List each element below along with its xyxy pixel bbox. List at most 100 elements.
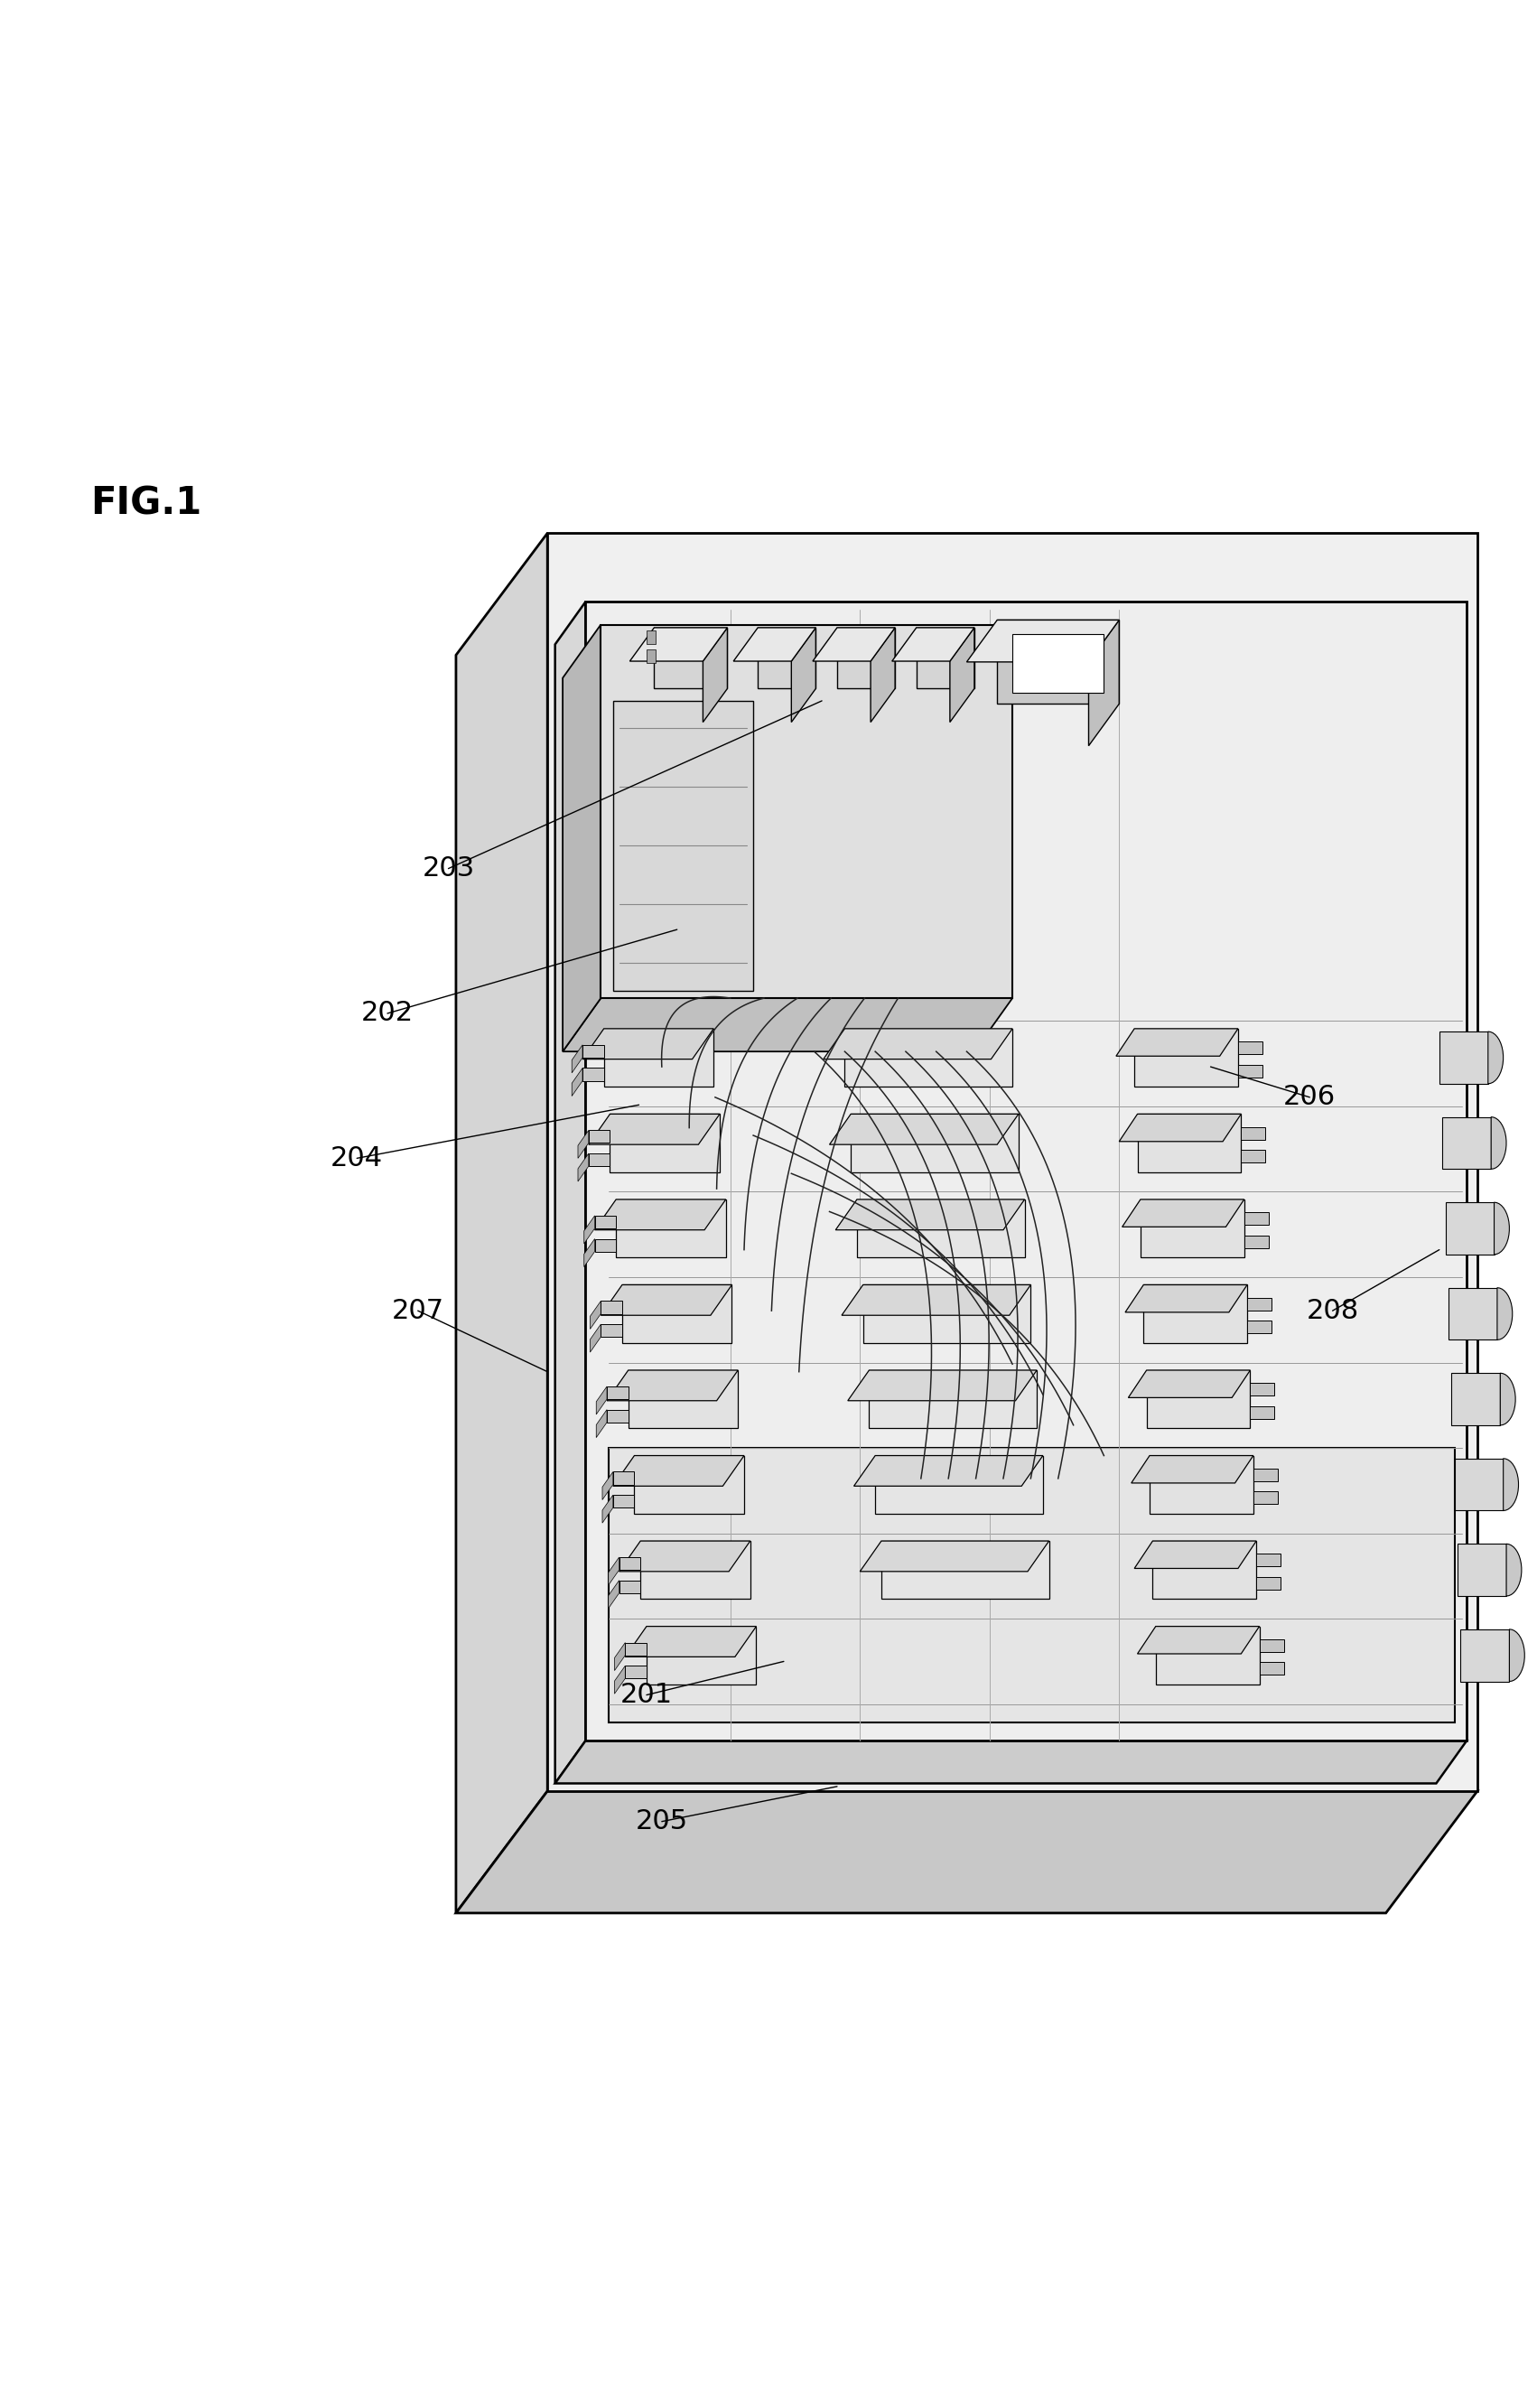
Polygon shape bbox=[1500, 1373, 1515, 1426]
Polygon shape bbox=[891, 628, 974, 662]
Polygon shape bbox=[589, 1153, 610, 1165]
Polygon shape bbox=[583, 1045, 604, 1057]
Polygon shape bbox=[563, 999, 1013, 1052]
Polygon shape bbox=[583, 1069, 604, 1081]
Polygon shape bbox=[813, 628, 895, 662]
Polygon shape bbox=[1442, 1117, 1491, 1168]
Polygon shape bbox=[607, 1387, 629, 1399]
Polygon shape bbox=[578, 1129, 589, 1158]
Polygon shape bbox=[1119, 1115, 1240, 1141]
Polygon shape bbox=[1253, 1491, 1277, 1505]
Polygon shape bbox=[1451, 1373, 1500, 1426]
Text: 205: 205 bbox=[635, 1808, 689, 1835]
Polygon shape bbox=[1247, 1298, 1271, 1310]
Polygon shape bbox=[836, 1199, 1025, 1230]
Polygon shape bbox=[870, 628, 895, 722]
Polygon shape bbox=[851, 1115, 1019, 1173]
Polygon shape bbox=[609, 1447, 1454, 1722]
Polygon shape bbox=[824, 1028, 1013, 1060]
Polygon shape bbox=[1237, 1040, 1262, 1055]
Polygon shape bbox=[619, 1558, 641, 1570]
Polygon shape bbox=[615, 1642, 626, 1671]
Polygon shape bbox=[586, 602, 1466, 1741]
Text: 207: 207 bbox=[392, 1298, 444, 1324]
Text: 208: 208 bbox=[1306, 1298, 1359, 1324]
Polygon shape bbox=[603, 1471, 613, 1500]
Polygon shape bbox=[758, 628, 816, 689]
Text: 206: 206 bbox=[1283, 1084, 1336, 1110]
Polygon shape bbox=[589, 1115, 719, 1144]
Text: 203: 203 bbox=[423, 855, 475, 881]
Polygon shape bbox=[1088, 619, 1119, 746]
Polygon shape bbox=[1445, 1202, 1494, 1255]
Polygon shape bbox=[1243, 1235, 1268, 1247]
Polygon shape bbox=[578, 1153, 589, 1182]
Polygon shape bbox=[1237, 1064, 1262, 1076]
Polygon shape bbox=[842, 1286, 1031, 1315]
Polygon shape bbox=[609, 1558, 619, 1584]
Polygon shape bbox=[555, 1741, 1466, 1784]
Polygon shape bbox=[1153, 1541, 1256, 1599]
Polygon shape bbox=[601, 1286, 732, 1315]
Polygon shape bbox=[1253, 1469, 1277, 1481]
Polygon shape bbox=[589, 1129, 610, 1144]
Polygon shape bbox=[610, 1115, 719, 1173]
Polygon shape bbox=[845, 1028, 1013, 1086]
Polygon shape bbox=[595, 1199, 725, 1230]
Polygon shape bbox=[563, 624, 601, 1052]
Polygon shape bbox=[967, 619, 1119, 662]
Polygon shape bbox=[1116, 1028, 1237, 1057]
Polygon shape bbox=[595, 1216, 616, 1228]
Polygon shape bbox=[572, 1069, 583, 1096]
Polygon shape bbox=[626, 1625, 756, 1657]
Polygon shape bbox=[604, 1028, 713, 1086]
Polygon shape bbox=[1259, 1662, 1283, 1676]
Polygon shape bbox=[1134, 1028, 1237, 1086]
Polygon shape bbox=[1488, 1031, 1503, 1084]
Polygon shape bbox=[635, 1454, 744, 1515]
Polygon shape bbox=[619, 1541, 750, 1572]
Polygon shape bbox=[792, 628, 816, 722]
Polygon shape bbox=[613, 1454, 744, 1486]
Polygon shape bbox=[855, 1454, 1044, 1486]
Polygon shape bbox=[641, 1541, 750, 1599]
Polygon shape bbox=[1494, 1202, 1509, 1255]
Polygon shape bbox=[607, 1409, 629, 1423]
Polygon shape bbox=[1448, 1288, 1497, 1339]
Polygon shape bbox=[607, 1370, 738, 1401]
Polygon shape bbox=[1243, 1211, 1268, 1226]
Polygon shape bbox=[998, 619, 1119, 703]
Polygon shape bbox=[572, 1045, 583, 1074]
Polygon shape bbox=[1256, 1553, 1280, 1568]
Polygon shape bbox=[1509, 1630, 1525, 1681]
Polygon shape bbox=[647, 1625, 756, 1683]
Polygon shape bbox=[609, 1580, 619, 1609]
Polygon shape bbox=[861, 1541, 1048, 1572]
Polygon shape bbox=[647, 631, 656, 645]
Polygon shape bbox=[1013, 633, 1104, 694]
Polygon shape bbox=[613, 701, 753, 990]
Polygon shape bbox=[848, 1370, 1037, 1401]
Polygon shape bbox=[590, 1324, 601, 1353]
Polygon shape bbox=[838, 628, 895, 689]
Polygon shape bbox=[881, 1541, 1048, 1599]
Polygon shape bbox=[1259, 1640, 1283, 1652]
Polygon shape bbox=[616, 1199, 725, 1257]
Polygon shape bbox=[647, 650, 656, 662]
Polygon shape bbox=[1439, 1031, 1488, 1084]
Polygon shape bbox=[456, 1792, 1477, 1912]
Polygon shape bbox=[1122, 1199, 1243, 1226]
Text: 201: 201 bbox=[621, 1681, 673, 1707]
Polygon shape bbox=[733, 628, 816, 662]
Polygon shape bbox=[858, 1199, 1025, 1257]
Polygon shape bbox=[1137, 1625, 1259, 1654]
Polygon shape bbox=[547, 532, 1477, 1792]
Polygon shape bbox=[1250, 1406, 1274, 1418]
Polygon shape bbox=[1497, 1288, 1512, 1339]
Polygon shape bbox=[626, 1642, 647, 1654]
Polygon shape bbox=[584, 1238, 595, 1267]
Polygon shape bbox=[1457, 1544, 1506, 1597]
Polygon shape bbox=[655, 628, 727, 689]
Polygon shape bbox=[629, 1370, 738, 1428]
Polygon shape bbox=[626, 1666, 647, 1678]
